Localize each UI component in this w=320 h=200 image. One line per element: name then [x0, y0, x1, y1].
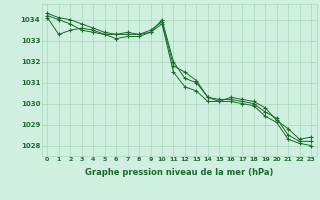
X-axis label: Graphe pression niveau de la mer (hPa): Graphe pression niveau de la mer (hPa) — [85, 168, 273, 177]
